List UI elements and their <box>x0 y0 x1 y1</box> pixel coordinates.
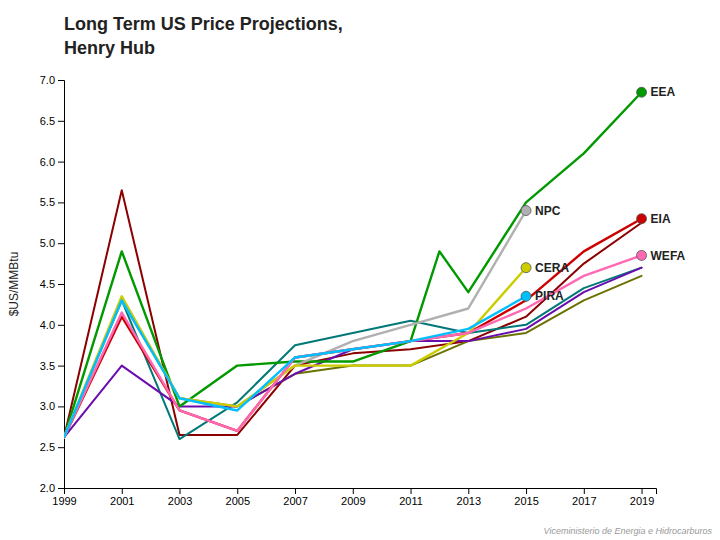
end-point <box>521 291 531 301</box>
y-tick-mark <box>58 162 64 163</box>
x-tick: 2007 <box>283 488 307 507</box>
series-line <box>64 255 642 437</box>
y-tick-mark <box>58 325 64 326</box>
x-tick-mark <box>584 488 585 494</box>
annotation: Viceministerio de Energia e Hidrocarburo… <box>544 526 713 536</box>
y-tick: 2.5 <box>40 441 64 453</box>
series-label: CERA <box>535 261 569 275</box>
x-tick: 2015 <box>514 488 538 507</box>
y-tick-mark <box>58 121 64 122</box>
y-tick: 3.0 <box>40 400 64 412</box>
y-tick: 4.0 <box>40 319 64 331</box>
y-axis-title: $US/MMBtu <box>7 252 21 317</box>
x-tick: 2001 <box>110 488 134 507</box>
series-label: NPC <box>535 204 561 218</box>
y-tick: 6.5 <box>40 115 64 127</box>
y-tick-mark <box>58 447 64 448</box>
x-tick: 2017 <box>572 488 596 507</box>
series-label: EIA <box>651 212 671 226</box>
y-tick-label: 4.0 <box>40 319 55 331</box>
series-line <box>64 268 642 438</box>
y-axis: 2.0 2.5 3.0 3.5 4.0 4.5 5.0 5.5 6.0 6.5 7.0 <box>40 74 65 494</box>
x-tick-mark <box>642 488 643 494</box>
series-line <box>64 92 642 437</box>
x-axis: 1999 2001 2003 2005 2007 2009 2011 2013 2015 2017… <box>52 488 656 507</box>
y-tick-mark <box>58 406 64 407</box>
x-tick-label: 2017 <box>572 495 596 507</box>
series-label: EEA <box>651 85 676 99</box>
y-tick-label: 4.5 <box>40 278 55 290</box>
series-line <box>64 268 642 439</box>
y-tick-label: 6.5 <box>40 115 55 127</box>
x-tick-mark <box>526 488 527 494</box>
y-tick-label: 6.0 <box>40 156 55 168</box>
y-tick-mark <box>58 202 64 203</box>
y-tick: 4.5 <box>40 278 64 290</box>
x-tick-mark <box>180 488 181 494</box>
end-point <box>637 87 647 97</box>
x-tick: 1999 <box>52 488 76 507</box>
x-tick: 2003 <box>168 488 192 507</box>
y-tick: 3.5 <box>40 360 64 372</box>
y-axis-line <box>58 81 65 489</box>
y-tick-label: 3.0 <box>40 400 55 412</box>
series-label: WEFA <box>651 249 686 263</box>
x-tick-mark <box>237 488 238 494</box>
series-line <box>64 268 526 438</box>
y-tick-mark <box>58 366 64 367</box>
y-tick-mark <box>58 488 64 489</box>
y-tick-label: 5.0 <box>40 237 55 249</box>
series-line <box>64 276 642 438</box>
x-tick: 2009 <box>341 488 365 507</box>
y-tick: 5.5 <box>40 196 64 208</box>
plot: 1999 2001 2003 2005 2007 2009 2011 2013 2015 2017… <box>40 74 686 507</box>
y-tick-mark <box>58 284 64 285</box>
x-tick-label: 1999 <box>52 495 76 507</box>
y-tick: 6.0 <box>40 156 64 168</box>
x-axis-line <box>65 489 657 495</box>
x-tick-label: 2009 <box>341 495 365 507</box>
x-tick-mark <box>411 488 412 494</box>
title: Long Term US Price Projections, <box>64 14 343 34</box>
x-tick-label: 2003 <box>168 495 192 507</box>
end-point <box>637 214 647 224</box>
x-tick: 2005 <box>226 488 250 507</box>
x-tick-mark <box>295 488 296 494</box>
series-group <box>64 87 647 439</box>
y-tick-label: 3.5 <box>40 360 55 372</box>
label-group: EEA NPC EIA CERA WEFA PIRA <box>535 85 686 303</box>
x-tick: 2013 <box>457 488 481 507</box>
y-tick-label: 7.0 <box>40 74 55 86</box>
x-tick-label: 2005 <box>226 495 250 507</box>
y-tick: 7.0 <box>40 74 64 86</box>
series-line <box>64 211 526 438</box>
x-tick-label: 2007 <box>283 495 307 507</box>
chart: Long Term US Price Projections, Henry Hub… <box>0 0 720 540</box>
x-tick-mark <box>122 488 123 494</box>
y-tick-label: 5.5 <box>40 196 55 208</box>
x-tick-mark <box>353 488 354 494</box>
y-tick-mark <box>58 80 64 81</box>
y-tick: 5.0 <box>40 237 64 249</box>
x-tick-mark <box>468 488 469 494</box>
end-point <box>521 263 531 273</box>
y-tick: 2.0 <box>40 482 64 494</box>
x-tick: 2011 <box>399 488 423 507</box>
series-line <box>64 190 642 437</box>
x-tick-label: 2001 <box>110 495 134 507</box>
y-tick-mark <box>58 243 64 244</box>
subtitle: Henry Hub <box>64 38 155 58</box>
end-point <box>521 206 531 216</box>
series-line <box>64 296 526 437</box>
y-tick-label: 2.0 <box>40 482 55 494</box>
series-line <box>64 219 642 438</box>
end-point <box>637 250 647 260</box>
x-tick-label: 2015 <box>514 495 538 507</box>
x-tick-label: 2013 <box>457 495 481 507</box>
series-label: PIRA <box>535 289 564 303</box>
x-tick-label: 2011 <box>399 495 423 507</box>
x-tick: 2019 <box>630 488 654 507</box>
x-tick-label: 2019 <box>630 495 654 507</box>
y-tick-label: 2.5 <box>40 441 55 453</box>
